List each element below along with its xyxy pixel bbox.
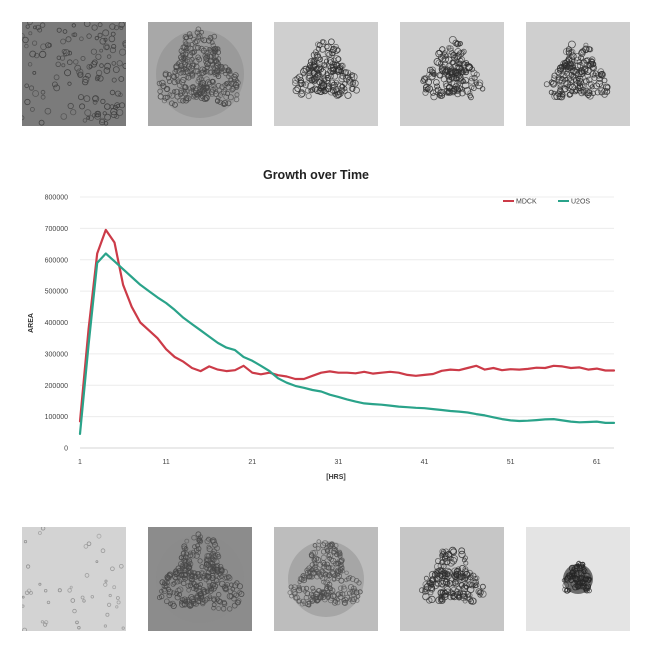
dense-cell-disc-micrograph [148,22,252,126]
sparse-cells-micrograph [22,527,126,631]
series-line-mdck [78,228,616,423]
y-axis-tick-labels: 0 100000 200000 300000 400000 500000 600000 700… [45,195,68,453]
gridlines [80,196,614,418]
dense-cell-disc-micrograph [148,527,252,631]
y-tick-label: 400000 [45,320,68,327]
y-tick-label: 600000 [45,257,68,264]
scattered-cells-micrograph [22,22,126,126]
thumbnail-row-bottom [0,527,650,631]
legend: MDCK U2OS [503,199,590,206]
legend-label-u2os: U2OS [571,199,590,206]
chart-title: Growth over Time [263,168,369,182]
y-tick-label: 500000 [45,289,68,296]
legend-label-mdck: MDCK [516,199,537,206]
y-tick-label: 200000 [45,383,68,390]
y-tick-label: 0 [64,446,68,453]
y-tick-label: 300000 [45,351,68,358]
x-tick-label: 61 [593,459,601,466]
y-tick-label: 800000 [45,195,68,202]
x-tick-label: 21 [248,459,256,466]
series-line-u2os [78,252,616,435]
x-tick-label: 31 [334,459,342,466]
cell-spheroid-micrograph [400,527,504,631]
x-axis-tick-labels: 1 11 21 31 41 51 61 [78,459,601,466]
growth-chart: Growth over Time 0 100000 200000 300000 4000… [28,168,616,481]
cell-spheroid-micrograph [400,22,504,126]
cell-spheroid-micrograph [274,22,378,126]
cell-disc-micrograph [274,527,378,631]
x-tick-label: 51 [507,459,515,466]
series-lines [78,228,616,435]
compact-spheroid-micrograph [526,527,630,631]
cell-spheroid-micrograph [526,22,630,126]
x-axis-label: [HRS] [326,474,345,481]
x-tick-label: 11 [162,459,169,466]
y-tick-label: 100000 [45,414,68,421]
x-tick-label: 41 [421,459,429,466]
y-tick-label: 700000 [45,226,68,233]
x-tick-label: 1 [78,459,82,466]
y-axis-label: AREA [28,313,35,333]
thumbnail-row-top [0,22,650,126]
